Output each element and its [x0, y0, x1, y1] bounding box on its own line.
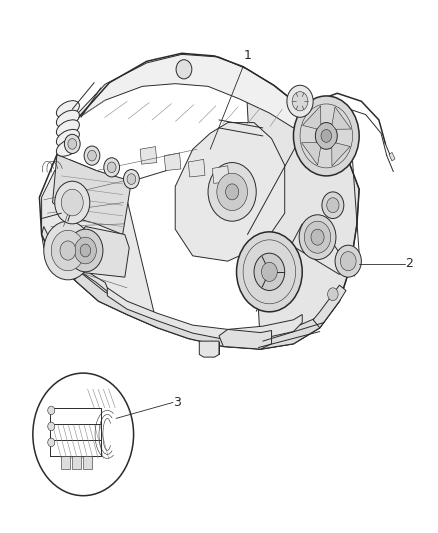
Polygon shape — [74, 273, 324, 349]
Circle shape — [107, 162, 116, 173]
Circle shape — [68, 229, 103, 272]
Circle shape — [217, 173, 247, 211]
Circle shape — [322, 192, 344, 219]
Circle shape — [55, 181, 90, 224]
Polygon shape — [188, 159, 205, 177]
Ellipse shape — [57, 130, 79, 147]
Text: 2: 2 — [406, 257, 413, 270]
Ellipse shape — [57, 120, 79, 137]
Circle shape — [304, 221, 331, 253]
Polygon shape — [199, 341, 219, 357]
Ellipse shape — [57, 110, 79, 127]
Polygon shape — [72, 456, 81, 469]
Circle shape — [80, 244, 91, 257]
Polygon shape — [302, 106, 321, 129]
Circle shape — [328, 288, 338, 301]
Circle shape — [48, 438, 55, 447]
Circle shape — [33, 373, 134, 496]
Circle shape — [88, 150, 96, 161]
Polygon shape — [107, 288, 302, 340]
Circle shape — [340, 252, 356, 271]
Circle shape — [299, 215, 336, 260]
Polygon shape — [42, 160, 158, 328]
Circle shape — [327, 198, 339, 213]
Circle shape — [51, 230, 85, 271]
Circle shape — [48, 406, 55, 415]
Circle shape — [127, 174, 136, 184]
Ellipse shape — [76, 248, 85, 263]
Circle shape — [254, 253, 285, 290]
Polygon shape — [164, 153, 181, 171]
Circle shape — [315, 123, 337, 149]
Circle shape — [48, 422, 55, 431]
Polygon shape — [77, 54, 304, 128]
Circle shape — [60, 241, 76, 260]
Polygon shape — [39, 53, 359, 349]
Polygon shape — [313, 285, 346, 328]
Polygon shape — [219, 329, 272, 349]
Circle shape — [237, 232, 302, 312]
Ellipse shape — [57, 101, 79, 118]
Circle shape — [208, 163, 256, 221]
Circle shape — [321, 130, 332, 142]
Circle shape — [61, 189, 83, 216]
Text: 3: 3 — [173, 396, 181, 409]
Circle shape — [287, 85, 313, 117]
Polygon shape — [72, 227, 129, 277]
Circle shape — [104, 158, 120, 177]
Circle shape — [226, 184, 239, 200]
Ellipse shape — [90, 254, 99, 269]
Circle shape — [311, 229, 324, 245]
Polygon shape — [42, 227, 110, 293]
Polygon shape — [208, 342, 219, 354]
Circle shape — [292, 92, 308, 111]
Circle shape — [74, 237, 96, 264]
Polygon shape — [61, 456, 70, 469]
Polygon shape — [301, 142, 321, 165]
Polygon shape — [245, 69, 359, 349]
Polygon shape — [212, 166, 229, 183]
Polygon shape — [83, 456, 92, 469]
Polygon shape — [332, 107, 351, 130]
Polygon shape — [389, 152, 395, 161]
Polygon shape — [332, 143, 350, 166]
Circle shape — [64, 134, 80, 154]
Ellipse shape — [57, 139, 79, 156]
Circle shape — [335, 245, 361, 277]
Polygon shape — [175, 123, 285, 261]
Circle shape — [124, 169, 139, 189]
Circle shape — [44, 221, 92, 280]
Ellipse shape — [48, 235, 57, 250]
Polygon shape — [53, 155, 131, 235]
Circle shape — [176, 60, 192, 79]
Circle shape — [293, 96, 359, 176]
Text: 1: 1 — [244, 50, 251, 62]
Circle shape — [261, 262, 277, 281]
Circle shape — [68, 139, 77, 149]
Ellipse shape — [62, 241, 71, 256]
Polygon shape — [140, 147, 157, 164]
Circle shape — [84, 146, 100, 165]
